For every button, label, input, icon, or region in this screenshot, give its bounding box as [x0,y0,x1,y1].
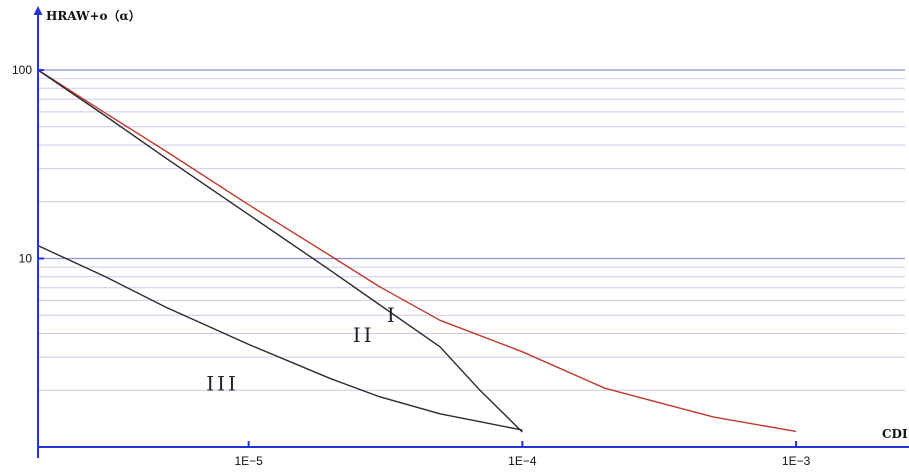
series-line-iii [38,246,522,431]
y-tick-label: 100 [12,63,32,77]
x-tick-label: 1E−5 [234,454,263,468]
y-axis-arrow [34,6,43,15]
x-tick-label: 1E−3 [782,454,811,468]
x-axis-title: CDI [882,427,908,441]
series-layer [38,70,796,432]
series-line-i [38,70,796,431]
series-line-ii [38,70,522,432]
curve-label-iii: III [206,371,239,395]
y-axis-title: HRAW+o（α） [46,8,141,23]
curve-label-ii: II [353,323,375,347]
gridlines [38,70,905,390]
ticks: 1E−5 1E−4 1E−3 100 10 [12,63,811,468]
y-tick-label: 10 [19,252,33,266]
curve-label-i: I [387,303,398,327]
x-tick-label: 1E−4 [508,454,537,468]
